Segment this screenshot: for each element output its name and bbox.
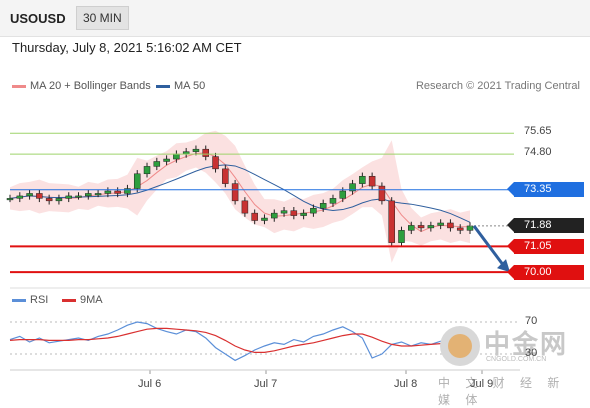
candle-body — [153, 161, 161, 167]
ma9-label: 9MA — [80, 294, 103, 306]
symbol-label: USOUSD — [10, 11, 66, 26]
watermark-name: 中金网 — [484, 329, 569, 359]
watermark-url: CNGOLD.COM.CN — [486, 356, 547, 363]
rsi-swatch — [12, 298, 26, 302]
candle-body — [398, 230, 405, 243]
candle-body — [65, 195, 72, 199]
candle-body — [437, 222, 444, 226]
candle-body — [26, 193, 33, 197]
ma20-swatch — [12, 84, 26, 88]
rsi-level-label: 30 — [525, 347, 538, 359]
candle-body — [124, 188, 131, 194]
legend-ma50: MA 50 — [156, 80, 205, 92]
candle-body — [222, 168, 229, 184]
candle-body — [329, 198, 337, 204]
rsi-line — [9, 321, 471, 362]
candle-body — [45, 198, 53, 202]
candle-body — [36, 193, 43, 199]
candle-body — [310, 207, 317, 214]
candle-body — [466, 225, 474, 231]
candle-body — [114, 190, 121, 194]
candle-body — [378, 185, 386, 202]
candle-body — [456, 227, 464, 231]
candle-body — [368, 175, 376, 187]
rsi-level-label: 70 — [525, 315, 538, 327]
chart-datetime: Thursday, July 8, 2021 5:16:02 AM CET — [12, 40, 242, 55]
candle-body — [388, 200, 395, 243]
candle-body — [55, 198, 63, 202]
legend-ma20: MA 20 + Bollinger Bands — [12, 80, 151, 92]
bollinger-band — [10, 130, 470, 263]
candle-body — [75, 195, 82, 198]
candle-body — [417, 225, 425, 229]
legend-rsi: RSI — [12, 294, 48, 306]
candle-body — [300, 212, 307, 216]
candle-body — [173, 153, 180, 160]
candle-body — [85, 193, 92, 197]
candle-body — [280, 210, 288, 214]
x-tick-label: Jul 8 — [394, 378, 418, 390]
chart-header-bar: USOUSD 30 MIN — [0, 0, 590, 37]
candle-body — [202, 148, 209, 157]
level-label-last: 71.88 — [507, 218, 584, 234]
candle-body — [408, 225, 415, 231]
candle-body — [339, 190, 347, 199]
forecast-arrowhead — [497, 259, 510, 273]
level-label-pivot: 73.35 — [507, 182, 584, 198]
watermark-tagline: 中 文 财 经 新 媒 体 — [438, 376, 566, 407]
candle-body — [447, 222, 454, 229]
rsi-label: RSI — [30, 294, 49, 306]
timeframe-button[interactable]: 30 MIN — [76, 6, 129, 30]
x-tick-label: Jul 6 — [138, 378, 162, 390]
level-label-resistance: 75.65 — [524, 125, 552, 138]
candle-body — [212, 156, 219, 170]
watermark: 中金网 CNGOLD.COM.CN 中 文 财 经 新 媒 体 — [436, 322, 586, 407]
level-label-support: 71.05 — [507, 238, 584, 254]
x-tick-label: Jul 7 — [254, 378, 278, 390]
candle-body — [319, 203, 327, 209]
candle-body — [104, 190, 112, 194]
candle-body — [143, 166, 151, 175]
watermark-logo-icon — [440, 326, 480, 366]
candle-body — [290, 210, 298, 216]
candle-body — [271, 212, 278, 219]
candle-body — [6, 198, 14, 201]
level-label-resistance: 74.80 — [524, 146, 552, 159]
candle-body — [94, 193, 102, 196]
copyright-text: Research © 2021 Trading Central — [415, 80, 580, 92]
candle-body — [349, 183, 356, 192]
candle-body — [251, 212, 258, 221]
ma9-swatch — [62, 298, 76, 302]
candle-body — [192, 148, 200, 152]
candle-body — [133, 173, 141, 189]
candle-body — [16, 195, 24, 199]
candle-body — [359, 175, 366, 184]
ma50-label: MA 50 — [174, 80, 206, 92]
ma50-swatch — [156, 84, 170, 88]
forecast-arrow — [472, 225, 506, 268]
candle-body — [427, 225, 435, 229]
candle-body — [231, 183, 239, 202]
legend-9ma: 9MA — [62, 294, 103, 306]
candle-body — [261, 217, 268, 221]
ma9-line — [9, 327, 470, 353]
ma20-label: MA 20 + Bollinger Bands — [30, 80, 151, 92]
candle-body — [241, 200, 249, 214]
candle-body — [163, 158, 170, 162]
x-tick-label: Jul 9 — [470, 378, 494, 390]
level-label-support: 70.00 — [507, 264, 584, 280]
